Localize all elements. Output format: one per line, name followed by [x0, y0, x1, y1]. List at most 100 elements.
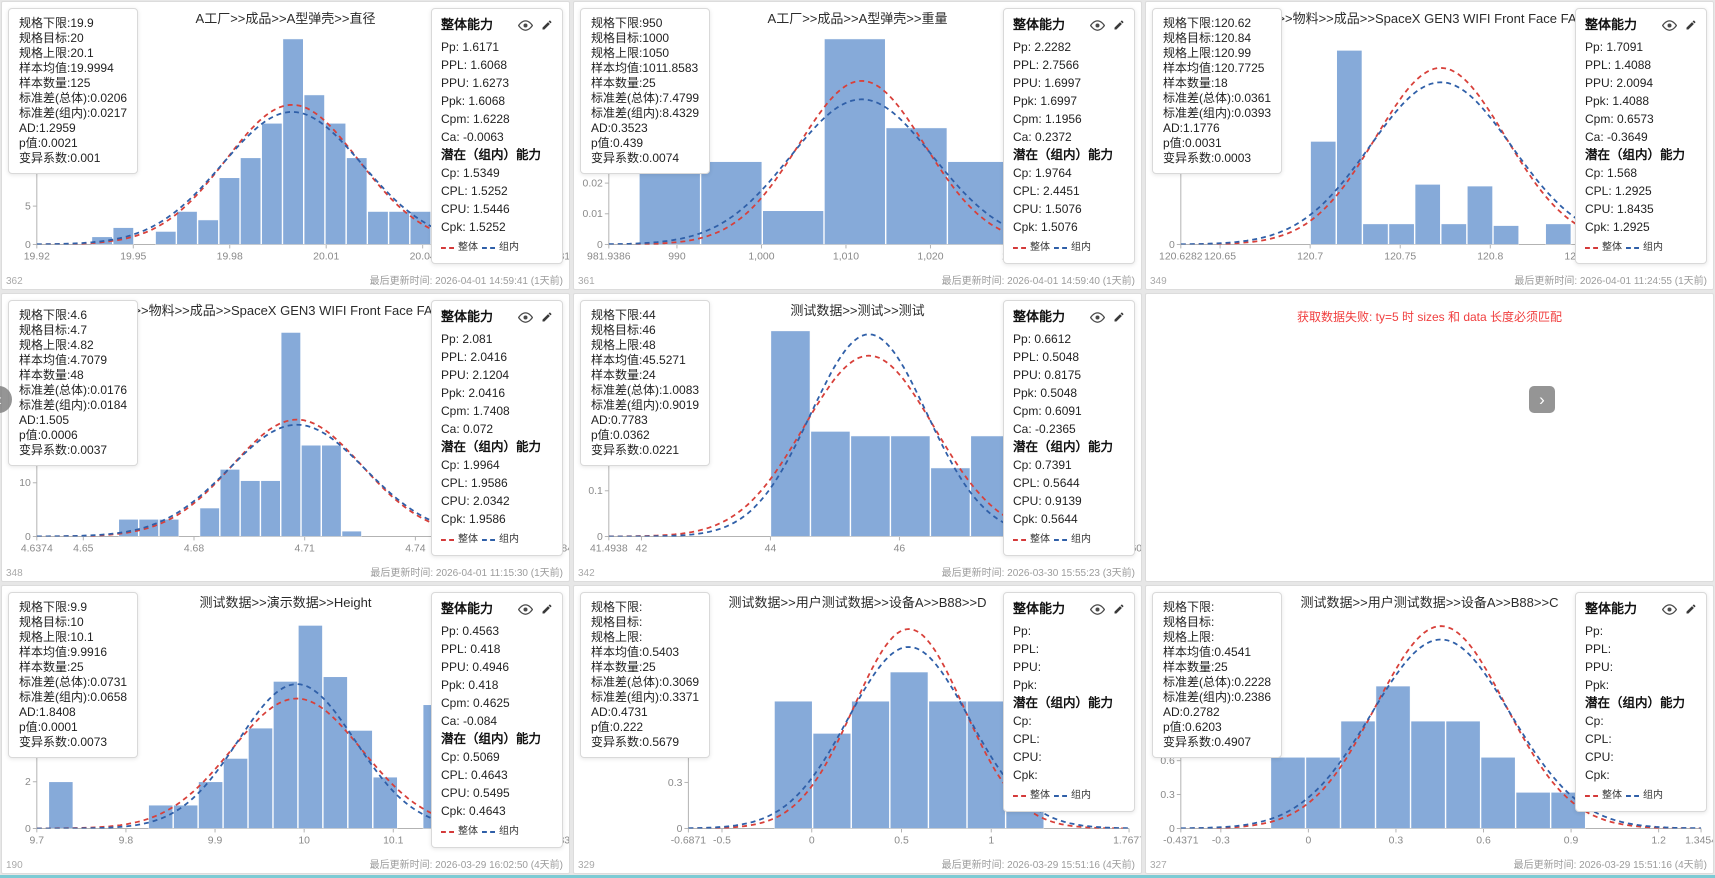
legend-within-label: 组内: [1071, 790, 1091, 801]
stat-label: AD: [591, 413, 608, 427]
capability-value: 1.5446: [473, 202, 510, 216]
stat-label: 标准差(组内): [19, 398, 87, 412]
stat-value: 0.3523: [611, 121, 648, 135]
capability-line: Pp: 2.2282: [1013, 40, 1072, 54]
last-updated-timestamp: 最后更新时间: 2026-04-01 11:15:30 (1天前): [370, 568, 563, 579]
horizontal-scrollbar[interactable]: [0, 875, 1715, 878]
stat-label: 标准差(总体): [1163, 675, 1231, 689]
histogram-bar: [1493, 225, 1520, 245]
stat-line: AD:1.8408: [19, 705, 76, 719]
capability-line: CPU: 1.5076: [1013, 202, 1082, 216]
capability-line: Cpm: 0.6573: [1585, 112, 1654, 126]
x-tick-label: 981.9386: [587, 251, 631, 262]
last-updated-timestamp: 最后更新时间: 2026-03-30 15:55:23 (3天前): [941, 568, 1135, 579]
stat-label: p值: [19, 136, 38, 150]
capability-line: Cp: 1.568: [1585, 166, 1638, 180]
edit-pencil-icon[interactable]: [541, 311, 553, 323]
stat-label: 规格上限: [19, 338, 68, 352]
edit-pencil-icon[interactable]: [541, 603, 553, 615]
capability-label: Pp: [441, 332, 456, 346]
x-tick-label: 10.1: [383, 835, 404, 846]
stat-value: 45.5271: [642, 353, 686, 367]
stat-value: 19.9: [70, 16, 94, 30]
histogram-bar: [1414, 184, 1441, 245]
carousel-next-button[interactable]: ›: [1529, 386, 1555, 413]
stat-line: 规格上限:120.99: [1163, 46, 1252, 60]
capability-line: Cpk: 0.5644: [1013, 512, 1078, 526]
panel-title-breadcrumb: 测试数据>>物料>>成品>>SpaceX GEN3 WIFI Front Fac…: [1225, 11, 1634, 26]
capability-label: Pp: [1013, 332, 1028, 346]
capability-line: PPL: 1.4088: [1585, 58, 1652, 72]
capability-line: PPL: 0.418: [441, 642, 501, 656]
histogram-bar: [347, 730, 373, 829]
eye-icon[interactable]: [1090, 603, 1105, 615]
capability-value: 1.2925: [1615, 184, 1652, 198]
capability-value: 1.5076: [1041, 220, 1078, 234]
capability-actions: [1662, 603, 1697, 615]
eye-icon[interactable]: [1090, 311, 1105, 323]
histogram-bar: [173, 804, 199, 829]
stat-label: AD: [591, 121, 608, 135]
eye-icon[interactable]: [1662, 19, 1677, 31]
edit-pencil-icon[interactable]: [1685, 19, 1697, 31]
capability-line: Pp: 1.7091: [1585, 40, 1644, 54]
eye-icon[interactable]: [1090, 19, 1105, 31]
stat-label: AD: [19, 413, 36, 427]
capability-label: PPU: [1585, 76, 1610, 90]
histogram-bar: [851, 700, 890, 829]
eye-icon[interactable]: [518, 603, 533, 615]
stat-value: 0.0184: [90, 398, 128, 412]
histogram-bar: [947, 161, 1009, 245]
stat-value: 1011.8583: [642, 61, 699, 75]
stat-label: 标准差(组内): [19, 106, 87, 120]
capability-line: Cpk: 1.2925: [1585, 220, 1650, 234]
x-tick-label: 4.68: [184, 543, 205, 554]
stat-value: 0.3069: [662, 675, 700, 689]
stat-line: 规格下限:44: [591, 308, 656, 322]
capability-label: Ca: [1013, 130, 1029, 144]
capability-line: Cpm: 0.6091: [1013, 404, 1082, 418]
stat-value: 0.9019: [662, 398, 700, 412]
stats-box: 规格下限: 规格目标: 规格上限: 样本均值:0.5403 样本数量:25 标准差(总体)…: [580, 592, 711, 758]
eye-icon[interactable]: [518, 311, 533, 323]
stat-label: 规格下限: [591, 600, 640, 614]
capability-line: CPU:: [1013, 750, 1042, 764]
capability-label: Cpk: [1013, 512, 1035, 526]
x-tick-label: 19.98: [217, 251, 243, 262]
capability-value: 1.4088: [1612, 94, 1650, 108]
within-dash-icon: [482, 831, 495, 833]
histogram-bar: [824, 38, 886, 245]
capability-label: Cpk: [1585, 768, 1607, 782]
capability-label: Cp: [1013, 714, 1029, 728]
stat-value: 20.1: [70, 46, 94, 60]
capability-value: -0.084: [463, 714, 498, 728]
capability-label: Pp: [441, 40, 456, 54]
stat-label: AD: [1163, 705, 1180, 719]
histogram-bar: [1362, 223, 1389, 245]
edit-pencil-icon[interactable]: [1113, 19, 1125, 31]
eye-icon[interactable]: [518, 19, 533, 31]
overall-dash-icon: [441, 247, 454, 249]
stat-label: 标准差(总体): [591, 675, 659, 689]
carousel-prev-button[interactable]: ‹: [0, 386, 12, 413]
edit-pencil-icon[interactable]: [1113, 311, 1125, 323]
stat-value: 1.0083: [662, 383, 700, 397]
capability-actions: [518, 603, 553, 615]
stat-label: 标准差(总体): [19, 675, 87, 689]
edit-pencil-icon[interactable]: [1685, 603, 1697, 615]
edit-pencil-icon[interactable]: [1113, 603, 1125, 615]
histogram-bar: [1466, 185, 1493, 245]
stat-value: 25: [1214, 660, 1228, 674]
capability-value: 1.6997: [1044, 76, 1082, 90]
capability-value: 1.7091: [1606, 40, 1644, 54]
edit-pencil-icon[interactable]: [541, 19, 553, 31]
error-panel: 获取数据失败: ty=5 时 sizes 和 data 长度必须匹配: [1145, 293, 1714, 582]
x-tick-label: 1,000: [748, 251, 774, 262]
eye-icon[interactable]: [1662, 603, 1677, 615]
capability-line: CPL: 0.5644: [1013, 476, 1080, 490]
histogram-bar: [1388, 223, 1415, 245]
stat-line: 变异系数:0.0074: [591, 151, 680, 165]
capability-line: Ca: -0.084: [441, 714, 498, 728]
curve-legend: 整体 组内: [441, 531, 553, 549]
capability-line: Cpm: 1.7408: [441, 404, 510, 418]
